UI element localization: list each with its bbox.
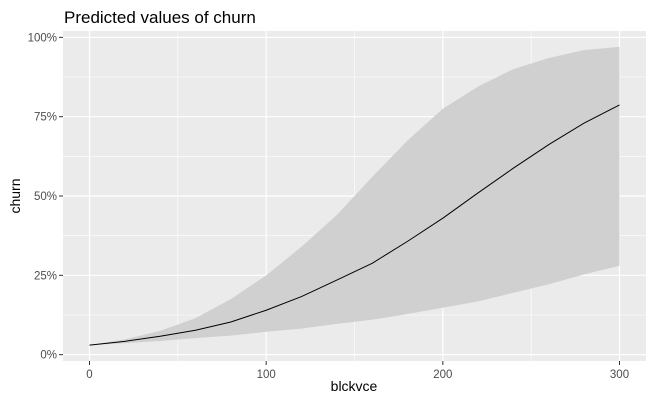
confidence-band [89, 46, 620, 346]
chart-title: Predicted values of churn [64, 8, 256, 27]
y-tick-label: 50% [34, 191, 57, 203]
x-tick-label: 300 [610, 369, 629, 381]
x-tick-label: 200 [433, 369, 452, 381]
axis-ticks [59, 36, 620, 365]
y-axis-title: churn [7, 178, 23, 213]
axis-tick-labels: 0 100 200 300 0% 25% 50% 75% 100% [28, 32, 630, 381]
prediction-line [89, 104, 620, 346]
confidence-band-layer [89, 46, 620, 346]
y-tick-label: 0% [40, 350, 57, 362]
x-axis-title: blckvce [331, 378, 378, 394]
y-tick-label: 25% [34, 270, 57, 282]
prediction-line-layer [89, 104, 620, 346]
y-tick-label: 75% [34, 112, 57, 124]
x-tick-label: 0 [86, 369, 92, 381]
x-tick-label: 100 [257, 369, 276, 381]
y-tick-label: 100% [28, 32, 57, 44]
